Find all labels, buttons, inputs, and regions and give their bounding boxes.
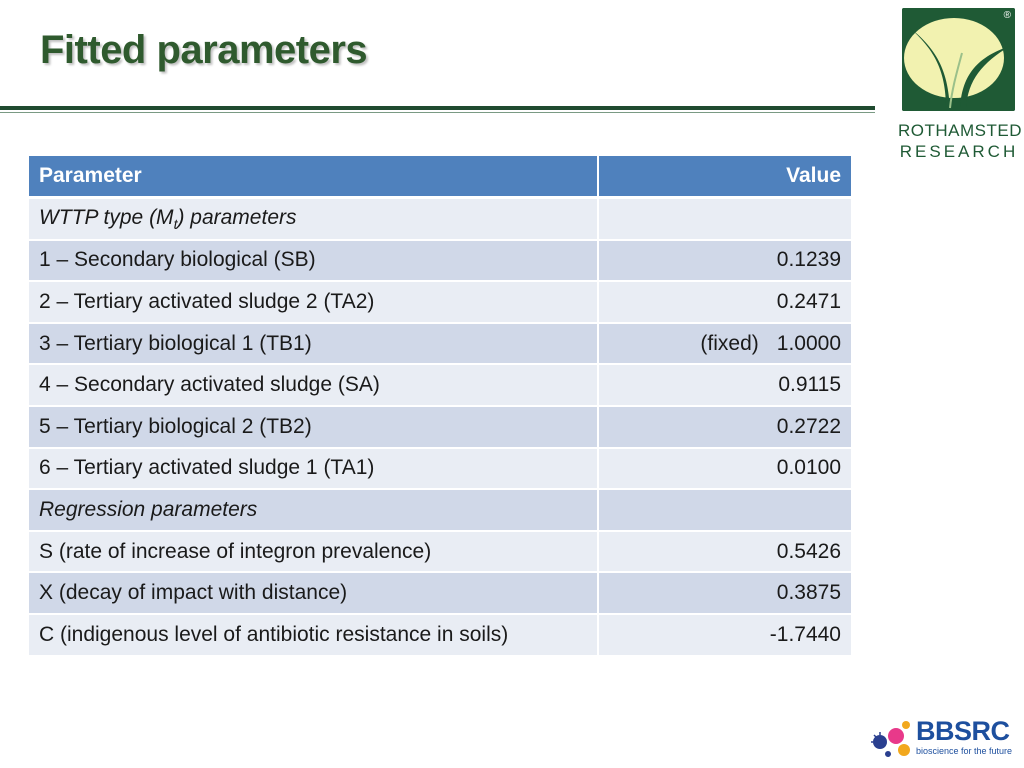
rothamsted-wordmark: ROTHAMSTED xyxy=(898,121,1022,140)
param-value: 0.2471 xyxy=(598,281,853,324)
rothamsted-logo: ® ROTHAMSTED RESEARCH xyxy=(898,6,1022,162)
param-name: C (indigenous level of antibiotic resist… xyxy=(29,613,599,657)
table-row: X (decay of impact with distance) 0.3875 xyxy=(29,572,853,615)
table-header-row: Parameter Value xyxy=(29,156,853,199)
param-name: 6 – Tertiary activated sludge 1 (TA1) xyxy=(29,447,599,491)
section-label: Regression parameters xyxy=(29,489,599,532)
param-name: 3 – Tertiary biological 1 (TB1) xyxy=(29,322,599,366)
bbsrc-tagline: bioscience for the future xyxy=(916,746,1013,756)
param-name: 2 – Tertiary activated sludge 2 (TA2) xyxy=(29,281,599,324)
table-row: C (indigenous level of antibiotic resist… xyxy=(29,613,853,657)
registered-mark: ® xyxy=(1003,10,1011,21)
table-row: 5 – Tertiary biological 2 (TB2) 0.2722 xyxy=(29,405,853,449)
header-parameter: Parameter xyxy=(29,156,599,199)
bbsrc-wordmark: BBSRC xyxy=(916,716,1010,746)
title-divider-thin xyxy=(0,112,875,113)
table-row: 1 – Secondary biological (SB) 0.1239 xyxy=(29,239,853,283)
title-divider xyxy=(0,106,875,110)
parameters-table: Parameter Value WTTP type (Mt) parameter… xyxy=(29,156,853,657)
section-label: WTTP type (Mt) parameters xyxy=(29,197,599,241)
param-name: 5 – Tertiary biological 2 (TB2) xyxy=(29,405,599,449)
bbsrc-logo: BBSRC bioscience for the future xyxy=(868,716,1018,760)
leaf-icon xyxy=(902,8,1015,111)
param-name: 1 – Secondary biological (SB) xyxy=(29,239,599,283)
param-value: -1.7440 xyxy=(598,613,853,657)
param-value: 0.9115 xyxy=(598,364,853,407)
table-row: 2 – Tertiary activated sludge 2 (TA2) 0.… xyxy=(29,281,853,324)
section-row-wttp: WTTP type (Mt) parameters xyxy=(29,197,853,241)
table-row: 3 – Tertiary biological 1 (TB1) (fixed) 1… xyxy=(29,322,853,366)
param-value: 0.0100 xyxy=(598,447,853,491)
param-value: 0.3875 xyxy=(598,572,853,615)
research-wordmark: RESEARCH xyxy=(899,142,1019,161)
table-row: 4 – Secondary activated sludge (SA) 0.91… xyxy=(29,364,853,407)
param-value-cell: (fixed) 1.0000 xyxy=(598,322,853,366)
table-row: 6 – Tertiary activated sludge 1 (TA1) 0.… xyxy=(29,447,853,491)
bbsrc-molecule-icon xyxy=(871,721,910,757)
param-value: 0.2722 xyxy=(598,405,853,449)
param-value: 0.5426 xyxy=(598,530,853,574)
slide-title: Fitted parameters xyxy=(40,28,368,72)
rothamsted-emblem: ® xyxy=(902,8,1015,111)
param-name: S (rate of increase of integron prevalen… xyxy=(29,530,599,574)
table-row: S (rate of increase of integron prevalen… xyxy=(29,530,853,574)
fixed-note: (fixed) xyxy=(700,331,759,355)
section-row-regression: Regression parameters xyxy=(29,489,853,532)
param-name: X (decay of impact with distance) xyxy=(29,572,599,615)
header-value: Value xyxy=(598,156,853,199)
param-value: 0.1239 xyxy=(598,239,853,283)
param-value: 1.0000 xyxy=(776,331,841,355)
param-name: 4 – Secondary activated sludge (SA) xyxy=(29,364,599,407)
